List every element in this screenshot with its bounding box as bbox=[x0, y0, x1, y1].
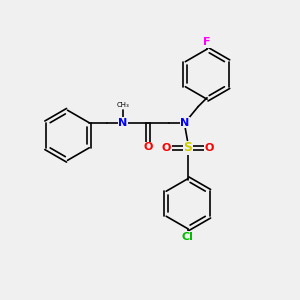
Text: N: N bbox=[118, 118, 128, 128]
Text: O: O bbox=[204, 143, 214, 153]
Text: F: F bbox=[203, 38, 211, 47]
Text: CH₃: CH₃ bbox=[117, 101, 130, 107]
Text: Cl: Cl bbox=[182, 232, 194, 242]
Text: O: O bbox=[162, 143, 171, 153]
Text: O: O bbox=[143, 142, 153, 152]
Text: S: S bbox=[183, 141, 192, 154]
Text: N: N bbox=[180, 118, 190, 128]
